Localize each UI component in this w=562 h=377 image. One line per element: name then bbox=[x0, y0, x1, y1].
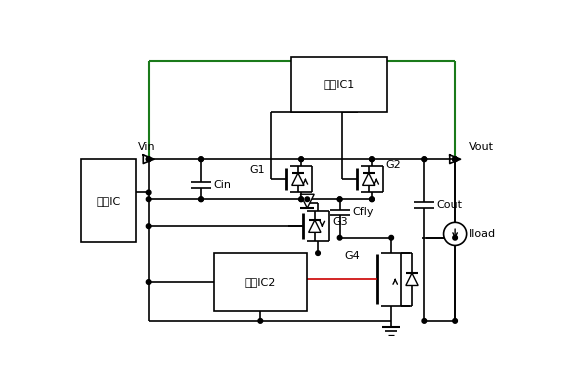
Circle shape bbox=[453, 235, 457, 240]
Circle shape bbox=[146, 157, 151, 161]
Circle shape bbox=[258, 319, 262, 323]
Polygon shape bbox=[309, 220, 321, 232]
Polygon shape bbox=[292, 173, 304, 185]
Text: Cfly: Cfly bbox=[352, 207, 373, 217]
Circle shape bbox=[199, 197, 203, 202]
Text: Vin: Vin bbox=[138, 142, 156, 152]
Circle shape bbox=[453, 157, 457, 161]
Bar bbox=[81, 159, 137, 242]
Circle shape bbox=[337, 235, 342, 240]
Bar bbox=[291, 57, 387, 112]
Circle shape bbox=[337, 197, 342, 202]
Polygon shape bbox=[300, 194, 314, 208]
Circle shape bbox=[199, 157, 203, 161]
Circle shape bbox=[422, 157, 427, 161]
Circle shape bbox=[422, 157, 427, 161]
Text: Cin: Cin bbox=[214, 179, 232, 190]
Circle shape bbox=[199, 157, 203, 161]
Bar bbox=[214, 253, 306, 311]
Circle shape bbox=[443, 222, 466, 245]
Text: 驱动IC2: 驱动IC2 bbox=[244, 277, 276, 287]
Circle shape bbox=[316, 251, 320, 256]
Text: 控制IC: 控制IC bbox=[97, 196, 121, 206]
Circle shape bbox=[299, 157, 303, 161]
Text: G2: G2 bbox=[386, 160, 402, 170]
Text: G4: G4 bbox=[345, 251, 360, 261]
Circle shape bbox=[370, 157, 374, 161]
Circle shape bbox=[299, 197, 303, 202]
Text: Vout: Vout bbox=[469, 142, 494, 152]
Circle shape bbox=[370, 157, 374, 161]
Circle shape bbox=[370, 197, 374, 202]
Circle shape bbox=[146, 280, 151, 284]
Circle shape bbox=[299, 197, 303, 202]
Circle shape bbox=[337, 197, 342, 202]
Circle shape bbox=[146, 224, 151, 228]
Circle shape bbox=[146, 197, 151, 202]
Text: G1: G1 bbox=[250, 165, 265, 175]
Text: Cout: Cout bbox=[437, 200, 463, 210]
Polygon shape bbox=[362, 173, 375, 185]
Circle shape bbox=[370, 197, 374, 202]
Text: 驱动IC1: 驱动IC1 bbox=[324, 80, 355, 89]
Circle shape bbox=[146, 157, 151, 161]
Circle shape bbox=[299, 157, 303, 161]
Circle shape bbox=[389, 235, 393, 240]
Polygon shape bbox=[406, 273, 418, 285]
Text: Iload: Iload bbox=[469, 229, 496, 239]
Circle shape bbox=[453, 157, 457, 161]
Text: G3: G3 bbox=[332, 217, 347, 227]
Circle shape bbox=[199, 197, 203, 202]
Circle shape bbox=[422, 319, 427, 323]
Circle shape bbox=[146, 190, 151, 195]
Circle shape bbox=[453, 157, 457, 161]
Circle shape bbox=[305, 197, 310, 202]
Circle shape bbox=[453, 319, 457, 323]
